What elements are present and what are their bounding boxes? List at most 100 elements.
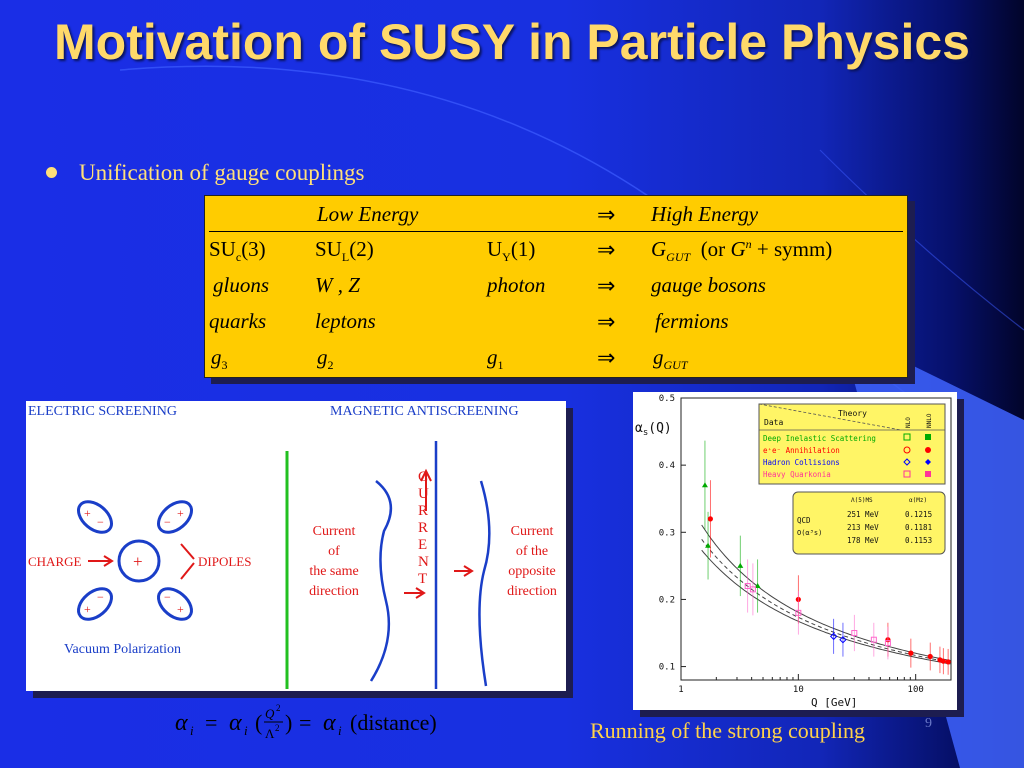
cell-fermions: fermions [655,309,729,333]
electric-screening-title: ELECTRIC SCREENING [28,404,177,419]
row-arrow: ⇒ [597,309,616,334]
cell-g3: g3 [211,345,228,373]
svg-text:R: R [418,520,428,536]
svg-text:=: = [205,710,217,735]
data-point [884,640,891,647]
row-arrow: ⇒ [597,273,616,298]
x-tick-label: 1 [678,685,683,695]
header-low-energy: Low Energy [317,202,419,226]
screening-svg: ELECTRIC SCREENING MAGNETIC ANTISCREENIN… [28,404,557,689]
qcd-row-lambda: 178 MeV [847,536,879,545]
legend-quarkonia: Heavy Quarkonia [763,470,831,479]
arrow-same [404,587,426,599]
data-point [705,542,712,548]
x-tick-label: 100 [908,685,924,695]
data-point [701,482,708,488]
svg-text:i: i [190,723,194,738]
svg-text:−: − [164,590,171,604]
svg-text:+: + [84,602,91,616]
legend-dis: Deep Inelastic Scattering [763,434,876,443]
svg-text:(distance): (distance) [350,710,437,735]
svg-text:i: i [338,723,342,738]
slide-title: Motivation of SUSY in Particle Physics [54,14,970,70]
svg-text:N: N [418,554,429,570]
y-tick-label: 0.3 [659,528,675,538]
svg-text:R: R [418,503,428,519]
plot-axes: 0.1 0.2 0.3 0.4 0.5 1 10 100 [659,394,952,695]
data-point [707,516,713,522]
header-high-energy: High Energy [651,202,759,226]
table-row: quarks leptons ⇒ fermions [205,309,909,343]
svg-text:−: − [97,515,104,529]
svg-text:+: + [133,552,143,571]
svg-text:Current: Current [511,524,554,539]
data-point [945,659,951,665]
svg-text:+: + [177,602,184,616]
data-point [744,583,751,589]
svg-text:i: i [244,723,248,738]
dipole-top-right: + − [157,500,193,534]
arrow-opposite [454,565,474,577]
magnetic-antiscreening-title: MAGNETIC ANTISCREENING [330,404,519,419]
qcd-row-lambda: 251 MeV [847,510,879,519]
svg-text:the same: the same [309,564,358,579]
plot-frame [680,397,952,681]
data-point [754,583,761,588]
qcd-header-lambda: Λ(5)MS [851,497,873,504]
table-header-divider [209,231,903,232]
dipole-arrows [180,543,195,580]
legend-hadron: Hadron Collisions [763,458,840,467]
plot-legend: Data Theory NLO NNLO Deep Inelastic Scat… [758,403,946,485]
svg-text:direction: direction [507,584,557,599]
table-header-row: Low Energy ⇒ High Energy [205,202,909,236]
theory-curve [701,549,951,665]
legend-col-nnlo: NNLO [926,413,933,428]
y-tick-label: 0.2 [659,595,675,605]
svg-text:−: − [97,590,104,604]
cell-ggut: gGUT [653,345,688,373]
dipoles-label: DIPOLES [198,554,251,569]
theory-curve [701,539,951,663]
qcd-row-value: 0.1181 [905,523,932,532]
svg-text:Current: Current [313,524,356,539]
cell-su3: SUc(3) [209,237,266,265]
svg-text:2: 2 [276,703,281,713]
qcd-order: O(α³s) [797,529,822,537]
opposite-direction-label: Current of the opposite direction [507,524,557,599]
cell-g1: g1 [487,345,504,373]
x-tick-label: 10 [793,685,804,695]
cell-u1: UY(1) [487,237,536,265]
data-point [749,586,756,593]
qcd-label: QCD [797,516,811,525]
gauge-table: Low Energy ⇒ High Energy SUc(3) SUL(2) U… [204,195,908,378]
plot-caption: Running of the strong coupling [590,718,865,743]
y-tick-label: 0.5 [659,394,675,404]
cell-leptons: leptons [315,309,376,333]
dipole-bottom-right: − + [157,587,193,621]
svg-text:of: of [328,544,340,559]
row-arrow: ⇒ [597,345,616,370]
svg-text:Q: Q [265,706,275,721]
alpha-formula: α i = α i ( Q 2 Λ 2 ) = α i (distance) [175,700,495,746]
data-point [940,658,946,664]
svg-text:U: U [418,486,429,502]
cell-gauge-bosons: gauge bosons [651,273,766,297]
current-vertical-label: C U R R E N T [418,469,429,587]
svg-text:E: E [418,537,427,553]
svg-text:α: α [175,710,188,736]
screening-diagram: ELECTRIC SCREENING MAGNETIC ANTISCREENIN… [26,401,566,691]
row-arrow: ⇒ [597,237,616,262]
qcd-row-value: 0.1153 [905,536,932,545]
svg-text:α: α [229,710,242,736]
qcd-box: Λ(5)MS α(Mz) QCD O(α³s) 251 MeV 0.1215 2… [792,491,946,555]
svg-text:T: T [418,571,427,587]
charge-arrow [88,555,114,567]
legend-theory-header: Theory [838,409,867,418]
qcd-header-alpha: α(Mz) [909,497,927,504]
data-point [829,632,838,641]
y-axis-label: αs(Q) [635,421,672,438]
data-point [908,650,914,656]
cell-g2: g2 [317,345,334,373]
bullet-item: Unification of gauge couplings [46,160,365,186]
alpha-s-plot: 0.1 0.2 0.3 0.4 0.5 1 10 100 αs(Q) Q [GeV] Data… [633,392,957,710]
